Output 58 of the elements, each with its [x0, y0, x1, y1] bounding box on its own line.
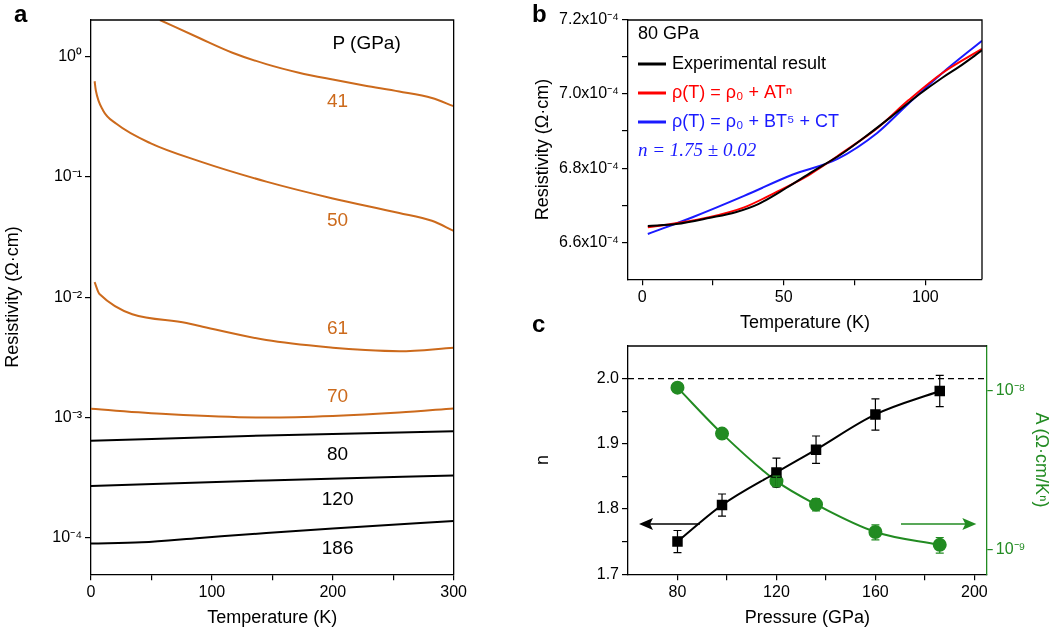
chart-title: a — [14, 0, 28, 28]
y-tick-label: 1.9 — [596, 434, 620, 452]
series-label: 80 — [327, 443, 349, 465]
y-tick-label: 10⁰ — [58, 46, 82, 64]
point — [771, 467, 782, 478]
y-tick-label: 6.6x10⁻⁴ — [559, 232, 620, 250]
y-tick-label: 1.7 — [596, 564, 620, 582]
legend-title: P (GPa) — [332, 32, 401, 54]
x-tick-label: 100 — [198, 583, 226, 601]
y-tick-label: 10⁻⁴ — [52, 528, 83, 546]
series-label: 50 — [327, 208, 349, 230]
x-tick-label: 100 — [912, 288, 939, 306]
point — [672, 536, 683, 547]
point — [870, 409, 881, 420]
y-tick-label: 2.0 — [596, 369, 620, 387]
legend-label: ρ(T) = ρ₀ + ATⁿ — [672, 81, 793, 102]
x-axis-title: Temperature (K) — [739, 312, 871, 333]
series-label: 61 — [327, 317, 349, 339]
line-series — [93, 281, 454, 353]
legend-label: ρ(T) = ρ₀ + BT⁵ + CT — [672, 110, 839, 131]
chart-title: b — [532, 0, 547, 28]
annotation: n = 1.75 ± 0.02 — [638, 139, 757, 160]
series-label: 41 — [327, 89, 349, 111]
y-tick-label: 7.0x10⁻⁴ — [559, 84, 620, 102]
point — [715, 426, 730, 441]
x-axis-title: Pressure (GPa) — [744, 607, 870, 628]
x-tick-label: 80 — [668, 583, 687, 601]
y-tick-label: 10⁻² — [53, 287, 83, 305]
y-tick-label: 10⁻¹ — [53, 167, 82, 185]
x-tick-label: 120 — [763, 583, 790, 601]
legend-label: Experimental result — [672, 52, 827, 73]
line-series — [91, 407, 454, 419]
y2-axis-title: A (Ω·cm/Kⁿ) — [1032, 412, 1053, 508]
x-tick-label: 160 — [862, 583, 889, 601]
y-axis-title: n — [531, 455, 552, 466]
chart-title: c — [532, 310, 546, 338]
y-tick-label: 6.8x10⁻⁴ — [559, 158, 620, 176]
x-tick-label: 0 — [86, 583, 96, 601]
series-label: 186 — [321, 537, 354, 559]
x-tick-label: 300 — [440, 583, 468, 601]
x-tick-label: 200 — [319, 583, 347, 601]
y-axis-title: Resistivity (Ω·cm) — [531, 78, 552, 221]
y-tick-label: 7.2x10⁻⁴ — [559, 10, 620, 28]
legend-title: 80 GPa — [638, 22, 701, 43]
y-tick-label: 10⁻³ — [53, 407, 83, 425]
y2-tick-label: 10⁻⁹ — [995, 539, 1026, 557]
series-label: 70 — [327, 384, 349, 406]
line-series — [158, 20, 454, 108]
x-tick-label: 50 — [774, 288, 793, 306]
y2-tick-label: 10⁻⁸ — [995, 380, 1026, 398]
y-axis-title: Resistivity (Ω·cm) — [1, 226, 22, 368]
x-tick-label: 0 — [637, 288, 647, 306]
line-series — [93, 80, 454, 232]
y-tick-label: 1.8 — [596, 499, 620, 517]
point — [670, 380, 685, 395]
x-tick-label: 200 — [961, 583, 988, 601]
series-label: 120 — [321, 487, 354, 509]
x-axis-title: Temperature (K) — [207, 607, 338, 628]
